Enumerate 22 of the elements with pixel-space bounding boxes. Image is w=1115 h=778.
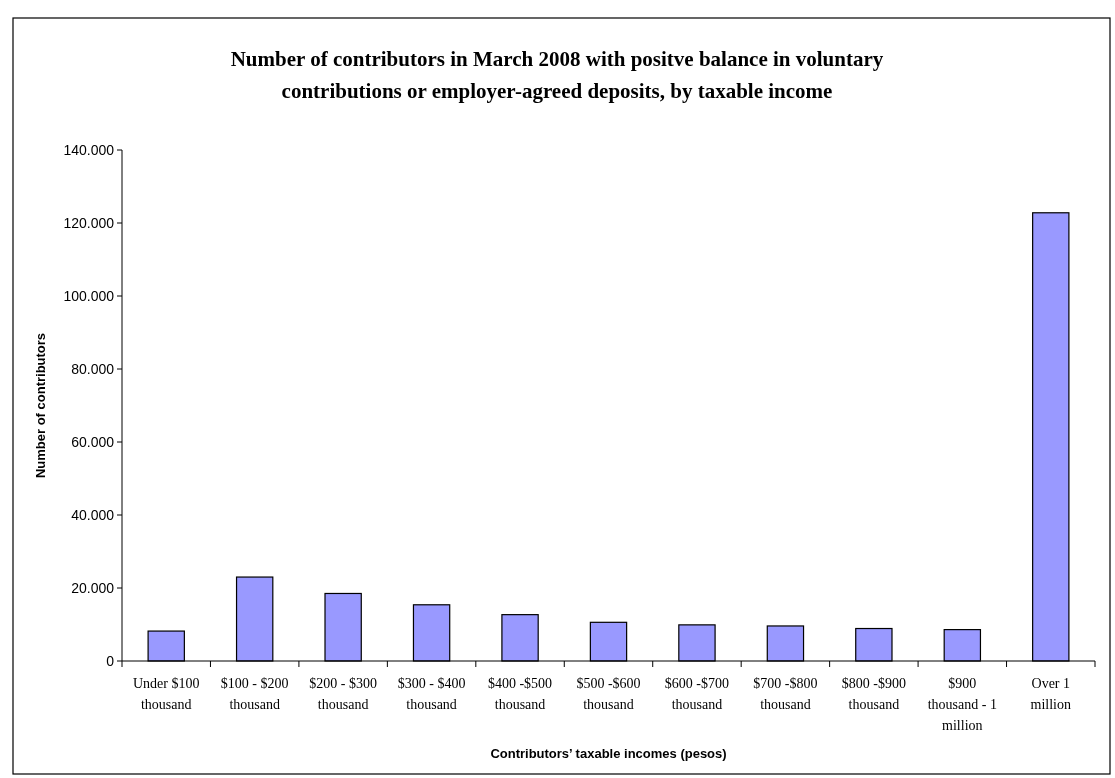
y-tick-label: 0 [106, 652, 115, 669]
x-tick-label: $700 -$800 thousand [753, 676, 818, 712]
x-tick-label: $500 -$600 thousand [576, 676, 641, 712]
y-axis-title: Number of contributors [33, 332, 48, 479]
x-axis-title: Contributors’ taxable incomes (pesos) [490, 746, 727, 761]
x-tick-label: Over 1 million [1030, 676, 1071, 712]
chart-title: Number of contributors in March 2008 with positve balance in voluntary contributions or employer-agreed deposits, by taxable income [230, 47, 884, 103]
x-tick-label: $800 -$900 thousand [841, 676, 906, 712]
x-tick-label: $300 - $400 thousand [397, 676, 466, 712]
x-tick-label: $200 - $300 thousand [309, 676, 377, 712]
y-tick-label: 100.000 [63, 287, 115, 304]
x-tick-label: Under $100 thousand [132, 676, 200, 712]
y-tick-label: 40.000 [71, 506, 115, 523]
y-tick-label: 140.000 [63, 141, 115, 158]
y-tick-label: 20.000 [71, 579, 115, 596]
x-tick-label: $400 -$500 thousand [487, 676, 553, 712]
y-tick-label: 60.000 [71, 433, 115, 450]
y-tick-label: 120.000 [63, 214, 115, 231]
x-tick-label: $600 -$700 thousand [664, 676, 730, 712]
x-tick-label: $900 thousand - 1 million [927, 676, 997, 733]
x-tick-label: $100 - $200 thousand [220, 676, 289, 712]
y-tick-label: 80.000 [71, 360, 115, 377]
